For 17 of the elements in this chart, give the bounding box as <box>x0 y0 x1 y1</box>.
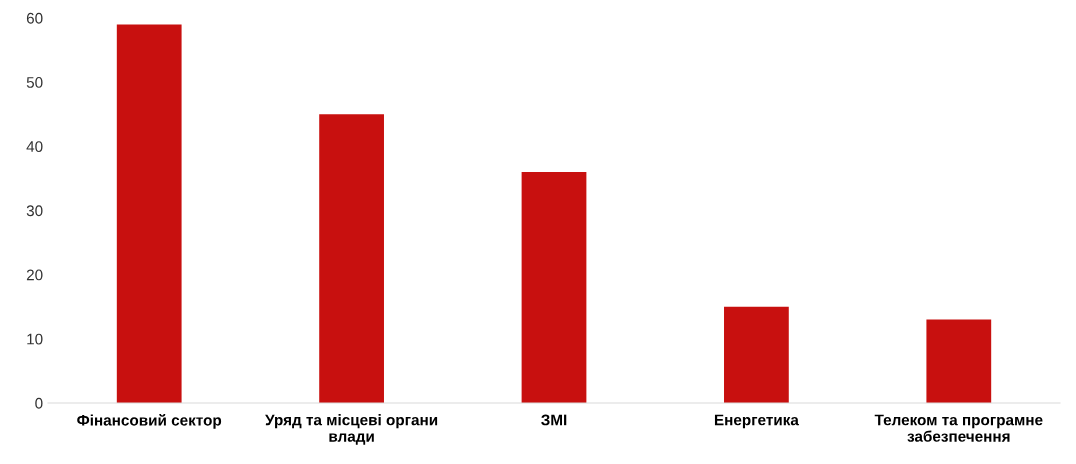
x-tick-label: Енергетика <box>714 414 799 429</box>
bar <box>724 306 789 403</box>
y-tick-label: 30 <box>26 205 43 217</box>
bar <box>319 114 384 403</box>
bar <box>521 172 587 403</box>
y-tick-label: 50 <box>26 77 43 88</box>
x-tick-label: Фінансовий сектор <box>77 414 222 429</box>
x-tick-label: Телеком та програмне забезпечення <box>874 414 1043 442</box>
x-tick-label: ЗМІ <box>541 414 567 426</box>
x-tick-label: Уряд та місцеві органи влади <box>265 414 438 445</box>
bar <box>926 319 992 403</box>
y-tick-label: 0 <box>35 397 43 409</box>
bar <box>116 24 182 403</box>
y-tick-label: 40 <box>26 141 43 153</box>
y-tick-label: 10 <box>27 333 43 345</box>
y-tick-label: 20 <box>26 269 43 281</box>
y-tick-label: 60 <box>26 12 43 24</box>
